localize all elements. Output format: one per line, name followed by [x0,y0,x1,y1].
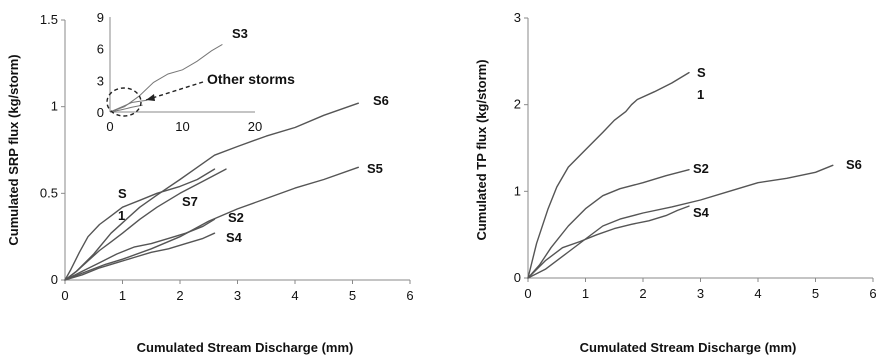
inset-y-tick-label: 3 [97,73,104,88]
srp-series-label-s6: S6 [373,93,389,108]
srp-x-tick-label: 1 [119,288,126,303]
inset-x-tick-label: 0 [106,119,113,134]
inset-y-tick-label: 9 [97,10,104,25]
tp-series-label-s1: S [697,65,706,80]
tp-chart: Cumulated TP flux (kg/storm) Cumulated S… [474,10,877,355]
tp-series-label-s1: 1 [697,87,704,102]
inset-x-tick-label: 10 [175,119,189,134]
srp-y-tick-label: 1 [51,99,58,114]
srp-y-tick-label: 0 [51,272,58,287]
tp-axes [524,17,874,282]
tp-y-tick-label: 2 [514,97,521,112]
srp-y-tick-label: 0.5 [40,185,58,200]
tp-series-labels: S 1 S2 S4 S6 [693,65,862,220]
srp-axes [61,19,411,284]
srp-series-line-s2 [64,218,216,281]
srp-series-label-s7: S7 [182,194,198,209]
tp-series-label-s6: S6 [846,157,862,172]
srp-series-line-s6 [64,102,359,281]
tp-x-tick-label: 5 [812,286,819,301]
srp-series-line-s1 [64,168,216,281]
inset-series-label-s3: S3 [232,26,248,41]
other-storms-arrowhead [146,94,155,101]
srp-series [64,102,359,281]
srp-series-labels: S6 S5 S 1 S7 S2 S4 [118,93,389,245]
srp-series-label-s4: S4 [226,230,243,245]
tp-y-tick-label: 3 [514,10,521,25]
inset-y-tick-label: 0 [97,105,104,120]
tp-series-line-s6 [527,164,834,279]
inset-series-line-2 [109,104,143,113]
inset-y-tick-label: 6 [97,42,104,57]
srp-series-line-s5 [64,166,359,281]
tp-x-tick-label: 4 [754,286,761,301]
tp-x-tick-label: 1 [582,286,589,301]
srp-x-tick-label: 4 [291,288,298,303]
srp-x-axis-label: Cumulated Stream Discharge (mm) [137,340,354,355]
tp-tick-labels: 0 1 2 3 4 5 6 0 1 2 3 [514,10,877,301]
tp-series-line-s2 [527,169,690,279]
tp-x-tick-label: 0 [524,286,531,301]
srp-x-tick-label: 2 [176,288,183,303]
tp-series-line-s4 [527,205,690,279]
tp-y-axis-label: Cumulated TP flux (kg/storm) [474,59,489,240]
tp-y-tick-label: 1 [514,183,521,198]
inset-series-line-1 [109,99,147,113]
other-storms-arrow [145,81,204,101]
tp-series [527,71,834,279]
tp-x-tick-label: 6 [869,286,876,301]
tp-series-label-s4: S4 [693,205,710,220]
other-storms-ellipse [106,87,142,117]
srp-series-label-s5: S5 [367,161,383,176]
tp-x-tick-label: 3 [697,286,704,301]
tp-series-line-s1 [527,71,690,279]
srp-series-line-s4 [64,232,216,281]
srp-y-axis-label: Cumulated SRP flux (kg/storm) [6,54,21,245]
tp-series-label-s2: S2 [693,161,709,176]
srp-series-label-s2: S2 [228,210,244,225]
srp-x-tick-label: 3 [234,288,241,303]
srp-series-line-s7 [64,168,227,281]
srp-y-tick-label: 1.5 [40,12,58,27]
inset-series-line-0 [109,43,223,113]
other-storms-annotation: Other storms [207,71,295,87]
srp-series-label-s1: S [118,186,127,201]
srp-inset: 0 10 20 0 3 6 9 S3 Other storms [97,10,295,134]
tp-x-axis-label: Cumulated Stream Discharge (mm) [580,340,797,355]
srp-series-label-s1: 1 [118,208,125,223]
tp-x-tick-label: 2 [639,286,646,301]
srp-x-tick-label: 0 [61,288,68,303]
srp-x-tick-label: 5 [349,288,356,303]
srp-tick-labels: 0 1 2 3 4 5 6 0 0.5 1 1.5 [40,12,414,303]
srp-chart: Cumulated SRP flux (kg/storm) Cumulated … [6,10,414,355]
tp-y-tick-label: 0 [514,270,521,285]
srp-x-tick-label: 6 [406,288,413,303]
inset-x-tick-label: 20 [248,119,262,134]
